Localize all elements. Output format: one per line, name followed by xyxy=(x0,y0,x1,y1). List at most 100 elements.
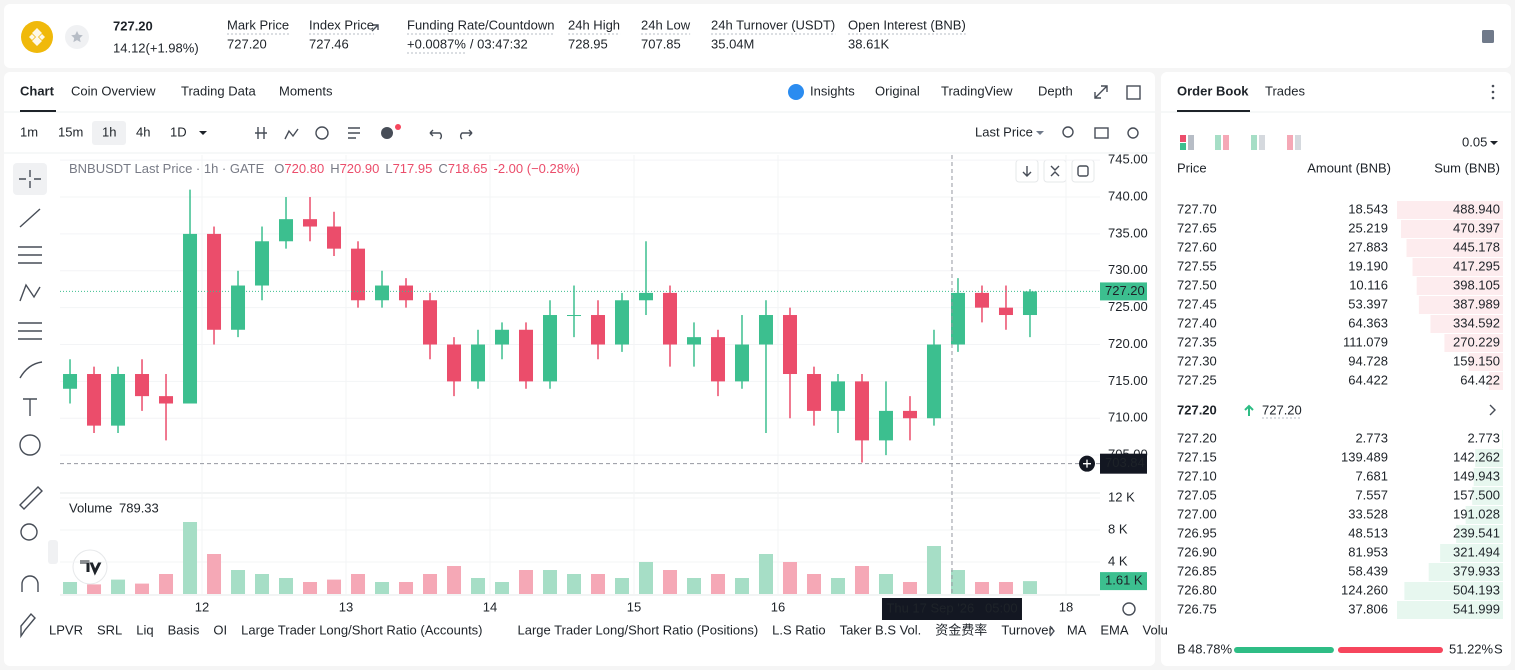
candle-body xyxy=(782,315,797,375)
tab[interactable]: Moments xyxy=(279,83,333,98)
crosshair-price: 703.84 xyxy=(1105,455,1145,470)
indicator[interactable]: OI xyxy=(213,622,227,637)
ob-price[interactable]: 726.95 xyxy=(1177,525,1217,540)
line-tool[interactable] xyxy=(19,208,41,228)
volume-bar xyxy=(87,584,102,594)
settings-icon[interactable] xyxy=(1127,127,1139,139)
collapse-handle[interactable] xyxy=(48,540,58,564)
ob-price[interactable]: 727.05 xyxy=(1177,487,1217,502)
layout-icon[interactable] xyxy=(1215,135,1221,150)
indicator[interactable]: Basis xyxy=(168,622,200,637)
interval[interactable]: 1h xyxy=(102,124,116,139)
template-icon[interactable] xyxy=(348,127,360,139)
ob-price[interactable]: 727.65 xyxy=(1177,220,1217,235)
emoji-tool[interactable] xyxy=(19,434,41,456)
ob-price[interactable]: 727.55 xyxy=(1177,258,1217,273)
redo-icon[interactable] xyxy=(460,129,473,140)
indicator[interactable]: Large Trader Long/Short Ratio (Accounts) xyxy=(241,622,482,637)
view-tab[interactable]: Depth xyxy=(1038,83,1073,98)
indicator[interactable]: EMA xyxy=(1100,622,1129,637)
layout-icon[interactable] xyxy=(1287,135,1293,150)
ob-price[interactable]: 727.50 xyxy=(1177,277,1217,292)
ob-price[interactable]: 727.40 xyxy=(1177,315,1217,330)
window-icon[interactable] xyxy=(1126,85,1141,100)
candle-body xyxy=(135,374,150,397)
candle-body xyxy=(926,344,941,419)
indicator-icon[interactable] xyxy=(284,128,299,140)
interval[interactable]: 1m xyxy=(20,124,38,139)
collapse-button[interactable] xyxy=(1043,159,1067,183)
ob-price[interactable]: 726.80 xyxy=(1177,582,1217,597)
indicator[interactable]: SRL xyxy=(97,622,122,637)
depth-bar xyxy=(1473,468,1503,486)
edit-tool[interactable] xyxy=(20,612,36,639)
ob-tab[interactable]: Order Book xyxy=(1177,83,1249,98)
crosshair-tool[interactable] xyxy=(19,170,41,188)
ob-price[interactable]: 727.60 xyxy=(1177,239,1217,254)
axis-settings[interactable] xyxy=(1122,602,1136,616)
view-tab[interactable]: Original xyxy=(875,83,920,98)
ob-price[interactable]: 727.10 xyxy=(1177,468,1217,483)
indicator[interactable]: Large Trader Long/Short Ratio (Positions… xyxy=(518,622,759,637)
dropdown-caret[interactable] xyxy=(1036,131,1044,135)
pattern-tool[interactable] xyxy=(19,283,41,302)
layout-icon[interactable] xyxy=(1180,135,1186,142)
layout-icon[interactable] xyxy=(1251,135,1257,150)
fib-tool[interactable] xyxy=(18,246,42,264)
ob-tab[interactable]: Trades xyxy=(1265,83,1305,98)
text-tool[interactable] xyxy=(23,398,37,416)
ob-price[interactable]: 726.90 xyxy=(1177,544,1217,559)
undo-icon[interactable] xyxy=(429,129,442,140)
view-tab[interactable]: TradingView xyxy=(941,83,1013,98)
tab[interactable]: Trading Data xyxy=(181,83,256,98)
indicator[interactable]: Taker B.S Vol. xyxy=(840,622,922,637)
ob-price[interactable]: 727.30 xyxy=(1177,353,1217,368)
add-icon[interactable] xyxy=(381,127,393,139)
ob-price[interactable]: 726.85 xyxy=(1177,563,1217,578)
header-icon[interactable] xyxy=(1482,30,1494,43)
ob-price[interactable]: 727.70 xyxy=(1177,201,1217,216)
dropdown-caret[interactable] xyxy=(1490,141,1498,145)
indicator[interactable]: MA xyxy=(1067,622,1087,637)
magnet-tool[interactable] xyxy=(21,575,39,592)
ob-price[interactable]: 727.20 xyxy=(1177,430,1217,445)
indicator-more[interactable] xyxy=(1049,625,1055,637)
maximize-button[interactable] xyxy=(1071,159,1095,183)
indicator[interactable]: Turnover xyxy=(1001,622,1053,637)
dropdown-caret[interactable] xyxy=(199,131,207,135)
chevron[interactable] xyxy=(1489,404,1496,416)
tick-size[interactable]: 0.05 xyxy=(1462,134,1487,149)
indicator[interactable]: 资金费率 xyxy=(935,622,987,637)
ob-price[interactable]: 727.45 xyxy=(1177,296,1217,311)
interval[interactable]: 4h xyxy=(136,124,150,139)
indicator[interactable]: Volu xyxy=(1143,622,1168,637)
camera-icon[interactable] xyxy=(1094,127,1109,139)
indicator[interactable]: L.S Ratio xyxy=(772,622,825,637)
interval[interactable]: 1D xyxy=(170,124,187,139)
view-tab[interactable]: Insights xyxy=(810,83,855,98)
tab[interactable]: Coin Overview xyxy=(71,83,156,98)
zoom-tool[interactable] xyxy=(20,523,38,541)
sell-ratio: 51.22% xyxy=(1449,641,1494,656)
volume-bar xyxy=(231,570,246,594)
ob-price[interactable]: 727.35 xyxy=(1177,334,1217,349)
tab[interactable]: Chart xyxy=(20,83,55,98)
ruler-tool[interactable] xyxy=(19,486,43,510)
interval[interactable]: 15m xyxy=(58,124,83,139)
candle-icon[interactable] xyxy=(255,127,267,139)
fullscreen-icon[interactable] xyxy=(1094,85,1108,99)
indicator[interactable]: Liq xyxy=(136,622,153,637)
ohlc-change: -2.00 (−0.28%) xyxy=(494,161,580,176)
price-source[interactable]: Last Price xyxy=(975,124,1033,139)
ob-price[interactable]: 727.15 xyxy=(1177,449,1217,464)
replay-icon[interactable] xyxy=(315,126,329,140)
more-icon[interactable] xyxy=(1491,84,1495,88)
ob-price[interactable]: 727.25 xyxy=(1177,372,1217,387)
ob-sum: 159.150 xyxy=(1453,353,1500,368)
ob-price[interactable]: 726.75 xyxy=(1177,601,1217,616)
search-icon[interactable] xyxy=(1062,126,1074,138)
ob-price[interactable]: 727.00 xyxy=(1177,506,1217,521)
projection-tool[interactable] xyxy=(18,322,42,340)
brush-tool[interactable] xyxy=(19,361,43,379)
indicator[interactable]: LPVR xyxy=(49,622,83,637)
